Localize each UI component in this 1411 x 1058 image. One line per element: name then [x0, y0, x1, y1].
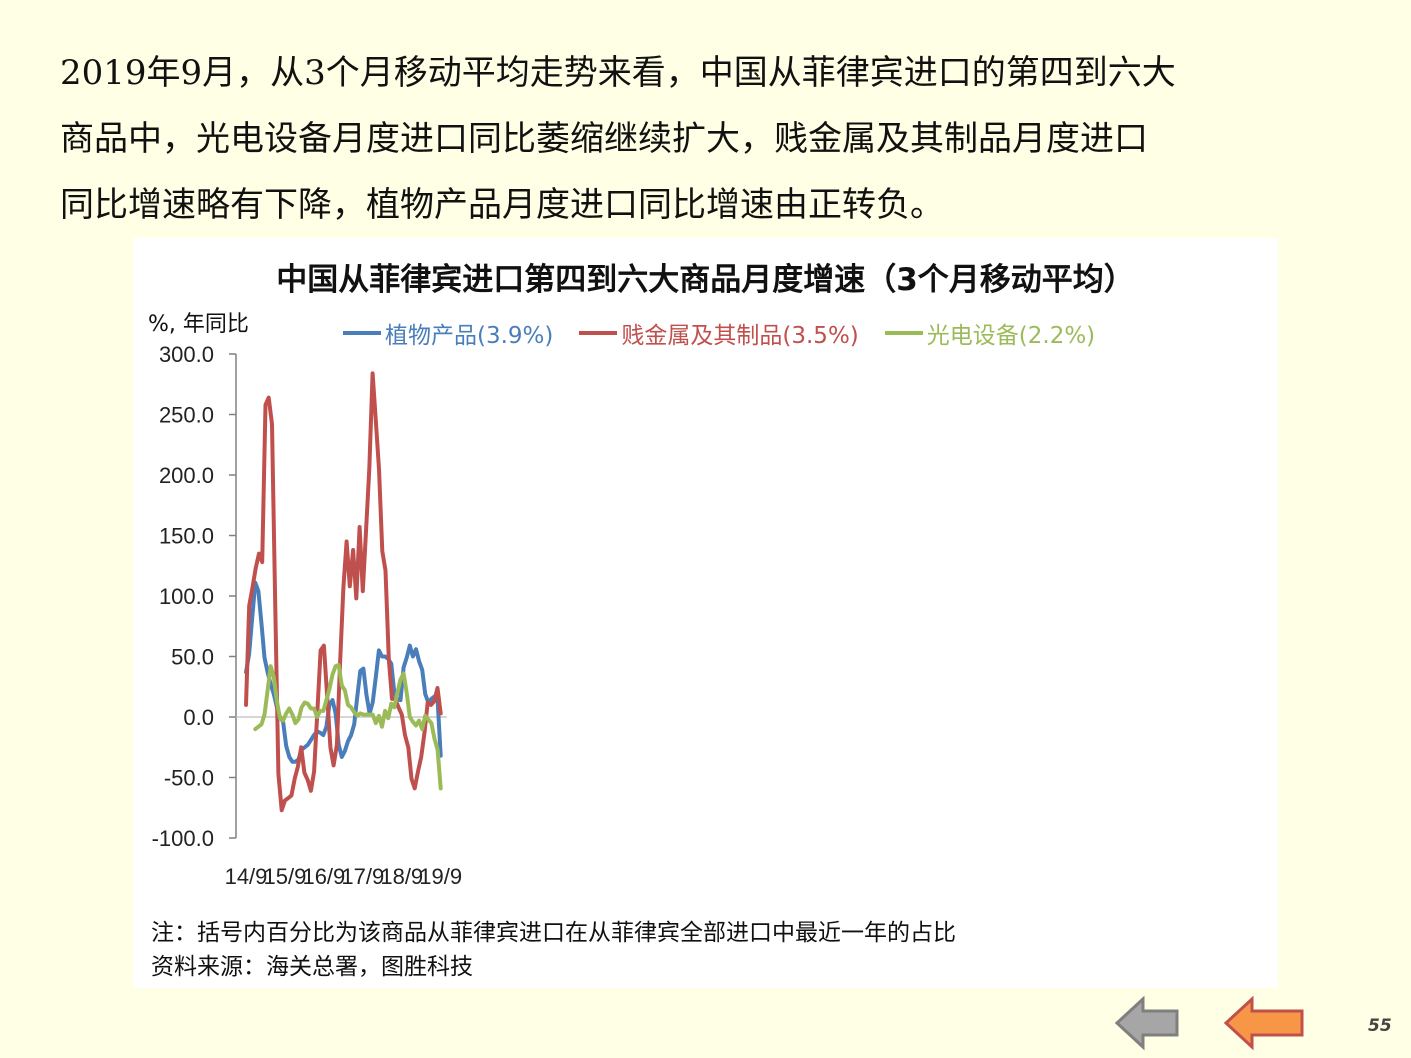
legend-label: 贱金属及其制品(3.5%)	[621, 323, 859, 349]
legend-item: 光电设备(2.2%)	[884, 316, 1096, 350]
intro-line-3: 同比增速略有下降，植物产品月度进口同比增速由正转负。	[60, 185, 944, 225]
y-tick-label: 300.0	[159, 342, 214, 367]
chart-note: 注：括号内百分比为该商品从菲律宾进口在从菲律宾全部进口中最近一年的占比	[151, 920, 956, 946]
page-number: 55	[1368, 1016, 1392, 1036]
back-arrow-icon[interactable]	[1113, 993, 1183, 1053]
legend-item: 植物产品(3.9%)	[343, 316, 553, 350]
legend-item: 贱金属及其制品(3.5%)	[579, 316, 859, 350]
intro-text: 2019年9月，从3个月移动平均走势来看，中国从菲律宾进口的第四到六大 商品中，…	[60, 40, 1360, 238]
legend-label: 光电设备(2.2%)	[926, 323, 1096, 349]
x-tick-label: 15/9	[264, 864, 307, 889]
y-tick-label: 250.0	[159, 403, 214, 428]
chart-title: 中国从菲律宾进口第四到六大商品月度增速（3个月移动平均）	[276, 262, 1135, 298]
series-line	[253, 663, 443, 791]
legend-swatch	[579, 331, 618, 335]
x-tick-label: 19/9	[419, 864, 462, 889]
y-axis-unit-label: %, 年同比	[148, 312, 249, 337]
y-tick-label: -50.0	[164, 766, 214, 791]
y-tick-label: -100.0	[152, 826, 214, 851]
x-tick-label: 16/9	[302, 864, 345, 889]
chart-panel: 中国从菲律宾进口第四到六大商品月度增速（3个月移动平均） %, 年同比 植物产品…	[133, 238, 1278, 988]
chart-legend: 植物产品(3.9%) 贱金属及其制品(3.5%) 光电设备(2.2%)	[343, 316, 1095, 350]
intro-line-2: 商品中，光电设备月度进口同比萎缩继续扩大，贱金属及其制品月度进口	[60, 119, 1148, 159]
y-tick-label: 100.0	[159, 584, 214, 609]
y-tick-label: 50.0	[171, 645, 214, 670]
chart-notes: 注：括号内百分比为该商品从菲律宾进口在从菲律宾全部进口中最近一年的占比 资料来源…	[151, 916, 956, 984]
x-tick-label: 14/9	[225, 864, 268, 889]
forward-arrow-icon[interactable]	[1222, 993, 1308, 1053]
x-tick-label: 18/9	[380, 864, 423, 889]
series-line	[244, 371, 443, 813]
legend-swatch	[884, 331, 923, 335]
chart-source: 资料来源：海关总署，图胜科技	[151, 954, 473, 980]
x-tick-label: 17/9	[341, 864, 384, 889]
line-chart: 300.0 250.0 200.0 150.0 100.0 50.0 0.0 -50.0 -10…	[152, 342, 463, 889]
intro-line-1: 2019年9月，从3个月移动平均走势来看，中国从菲律宾进口的第四到六大	[60, 53, 1176, 93]
legend-swatch	[343, 331, 381, 335]
y-tick-label: 150.0	[159, 524, 214, 549]
y-tick-label: 0.0	[183, 705, 214, 730]
legend-label: 植物产品(3.9%)	[385, 323, 554, 349]
y-tick-label: 200.0	[159, 463, 214, 488]
